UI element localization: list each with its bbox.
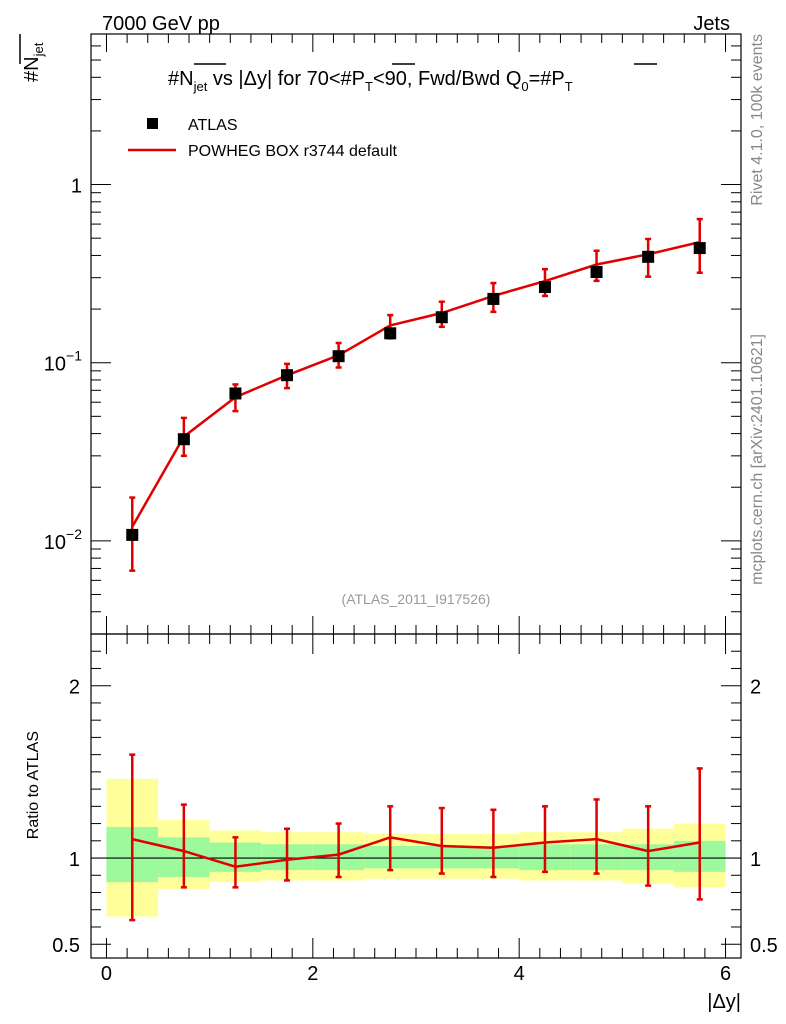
title-mid: <90, Fwd/Bwd Q (373, 68, 521, 90)
powheg-line (131, 240, 700, 528)
title-jet: jet (193, 79, 208, 94)
ratio-xtick-label: 4 (514, 963, 525, 985)
ratio-ticks (91, 634, 741, 958)
atlas-point (693, 242, 706, 255)
title-t: T (365, 79, 373, 94)
atlas-point (642, 250, 655, 263)
title-n: #N (168, 68, 194, 90)
main-ytick-label: 1 (71, 176, 82, 198)
ratio-ytick-label-right: 1 (750, 849, 761, 871)
atlas-point (590, 265, 603, 278)
legend-atlas-marker (147, 118, 158, 129)
title-eq: =#P (529, 68, 565, 90)
ratio-panel-frame (90, 633, 742, 959)
side-label-bottom: mcplots.cern.ch [arXiv:2401.10621] (749, 334, 766, 585)
header-right: Jets (693, 13, 730, 35)
ratio-error-bars (129, 753, 703, 922)
atlas-point (229, 387, 242, 400)
ratio-tick-labels: 0.5 0.5 1 1 2 2 0 2 4 6 (52, 677, 778, 985)
title-zero: 0 (521, 79, 528, 94)
watermark: (ATLAS_2011_I917526) (342, 591, 491, 607)
ratio-line (132, 836, 700, 868)
atlas-point (281, 369, 294, 382)
atlas-point (538, 281, 551, 294)
ratio-ytick-label-left: 2 (69, 677, 80, 699)
ratio-ytick-label-right: 2 (750, 677, 761, 699)
legend-powheg-label: POWHEG BOX r3744 default (188, 143, 398, 160)
atlas-points (126, 242, 706, 541)
legend-atlas-label: ATLAS (188, 117, 238, 134)
title-t2: T (565, 79, 573, 94)
ratio-xlabel: |Δy| (707, 991, 741, 1013)
ratio-xtick-label: 2 (307, 963, 318, 985)
main-ticks (91, 33, 741, 635)
powheg-error-bars (129, 217, 703, 572)
atlas-point (332, 350, 345, 363)
ratio-xtick-label: 6 (720, 963, 731, 985)
svg-text:#Njet vs |Δy| for 70<#PT<90, F: #Njet vs |Δy| for 70<#PT<90, Fwd/Bwd Q0=… (168, 68, 573, 94)
ratio-xtick-label: 0 (101, 963, 112, 985)
main-ytick-label: 10−2 (44, 526, 82, 554)
atlas-point (384, 327, 397, 340)
ratio-ylabel: Ratio to ATLAS (25, 731, 42, 839)
main-ytick-label: 10−1 (44, 348, 82, 376)
atlas-point (487, 292, 500, 305)
atlas-point (177, 433, 190, 446)
header-left: 7000 GeV pp (102, 13, 220, 35)
main-ylabel-sub: jet (31, 42, 46, 57)
ratio-ytick-label-right: 0.5 (750, 935, 778, 957)
side-label-top: Rivet 4.1.0, 100k events (749, 34, 766, 206)
svg-text:#Njet: #Njet (21, 42, 46, 82)
ratio-ytick-label-left: 0.5 (52, 935, 80, 957)
title-vs: vs |Δy| for 70<#P (207, 68, 365, 90)
main-tick-labels: 1 10−1 10−2 (44, 176, 82, 554)
main-ylabel: #Njet (19, 34, 46, 82)
ratio-ytick-label-left: 1 (69, 849, 80, 871)
atlas-point (126, 528, 139, 541)
legend: ATLAS POWHEG BOX r3744 default (128, 117, 398, 160)
atlas-point (435, 311, 448, 324)
main-title: #Njet vs |Δy| for 70<#PT<90, Fwd/Bwd Q0=… (168, 63, 657, 94)
main-ylabel-main: #N (21, 56, 43, 82)
